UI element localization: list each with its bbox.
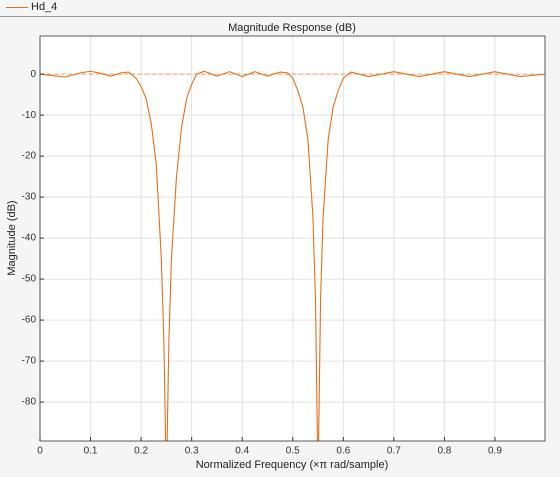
x-tick-label: 0 [37,446,43,457]
y-tick-label: -30 [22,192,37,203]
y-tick-label: -20 [22,151,37,162]
x-tick-label: 0.9 [488,446,502,457]
chart-title: Magnitude Response (dB) [228,22,356,34]
y-tick-label: -10 [22,110,37,121]
y-axis-label: Magnitude (dB) [6,200,18,275]
x-tick-label: 0.5 [286,446,300,457]
y-tick-label: -50 [22,274,37,285]
x-tick-label: 0.8 [437,446,451,457]
x-tick-label: 0.6 [336,446,350,457]
legend: Hd_4 [0,0,560,17]
legend-swatch [6,7,28,8]
y-tick-label: -40 [22,233,37,244]
x-tick-label: 0.3 [185,446,199,457]
y-tick-label: -80 [22,397,37,408]
legend-label: Hd_4 [31,1,58,13]
y-tick-label: 0 [30,69,36,80]
x-tick-label: 0.2 [134,446,148,457]
y-tick-label: -60 [22,315,37,326]
x-tick-label: 0.4 [235,446,249,457]
x-tick-label: 0.1 [84,446,98,457]
series-line [40,70,545,441]
x-axis-label: Normalized Frequency (×π rad/sample) [196,459,389,471]
y-tick-label: -70 [22,356,37,367]
x-tick-label: 0.7 [387,446,401,457]
